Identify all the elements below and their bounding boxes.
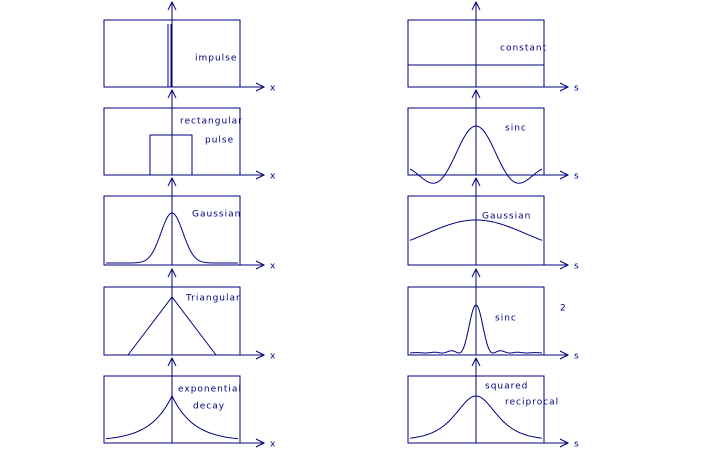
axis-label: s [574,172,580,182]
curve [105,394,239,440]
x-arrow [255,260,266,270]
axis-label: s [574,440,580,450]
x-arrow [559,170,570,180]
curve-label: rectangular [180,117,243,127]
curve [409,125,543,184]
axis-label: x [270,440,276,450]
curve-label: Triangular [185,294,241,304]
axis-label: x [270,352,276,362]
curve-label: impulse [195,54,237,64]
curve [409,304,543,354]
superscript: 2 [560,304,567,314]
triangle [127,296,217,356]
curve-label: squared [485,382,528,392]
axis-label: s [574,352,580,362]
x-arrow [559,82,570,92]
y-arrow [167,88,177,99]
y-arrow [471,176,481,187]
rectangle-pulse [149,134,193,176]
y-arrow [167,267,177,278]
curve-label: sinc [495,314,517,324]
y-arrow [471,0,481,11]
curve-label: Gaussian [482,212,531,222]
x-arrow [559,350,570,360]
y-arrow [167,0,177,11]
y-arrow [471,356,481,367]
axis-label: s [574,84,580,94]
x-arrow [255,170,266,180]
x-arrow [559,260,570,270]
y-arrow [167,176,177,187]
x-arrow [255,350,266,360]
x-arrow [559,438,570,448]
axis-label: x [270,84,276,94]
curve-label: decay [193,402,225,412]
y-arrow [471,88,481,99]
axis-label: x [270,172,276,182]
curve-label: pulse [205,136,234,146]
y-arrow [471,267,481,278]
axis-label: x [270,262,276,272]
axis-label: s [574,262,580,272]
curve-label: sinc [505,124,527,134]
curve-label: exponential [178,385,242,395]
curve-label: constant [500,44,547,54]
x-arrow [255,82,266,92]
curve [409,219,543,241]
curve-label: reciprocal [505,398,559,408]
curve-label: Gaussian [192,210,241,220]
x-arrow [255,438,266,448]
curve [106,212,238,264]
curve [409,395,543,439]
y-arrow [167,356,177,367]
